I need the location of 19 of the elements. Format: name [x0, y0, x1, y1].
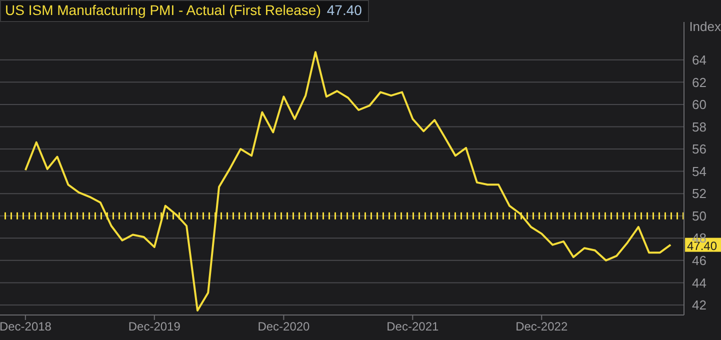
- y-tick-label: 62: [692, 74, 706, 90]
- y-tick-label: 56: [692, 142, 706, 157]
- y-tick-label: 52: [692, 186, 706, 202]
- y-tick-label: 60: [692, 97, 706, 112]
- x-tick-label: Dec-2018: [0, 320, 52, 334]
- x-tick-label: Dec-2020: [258, 320, 310, 334]
- text: 47.40: [326, 2, 362, 18]
- y-tick-label: 44: [692, 275, 706, 290]
- y-axis-title: Index: [689, 19, 721, 34]
- y-tick-label: 42: [692, 298, 706, 313]
- y-tick-label: 54: [692, 164, 706, 179]
- y-tick-label: 64: [692, 52, 706, 68]
- y-tick-label: 46: [692, 253, 706, 268]
- y-tick-label: 58: [692, 119, 706, 134]
- x-tick-label: Dec-2021: [386, 320, 440, 334]
- text: US ISM Manufacturing PMI - Actual (First Release): [5, 2, 321, 18]
- x-tick-label: Dec-2019: [128, 320, 181, 334]
- x-tick-label: Dec-2022: [516, 320, 568, 334]
- y-tick-label: 50: [692, 208, 706, 224]
